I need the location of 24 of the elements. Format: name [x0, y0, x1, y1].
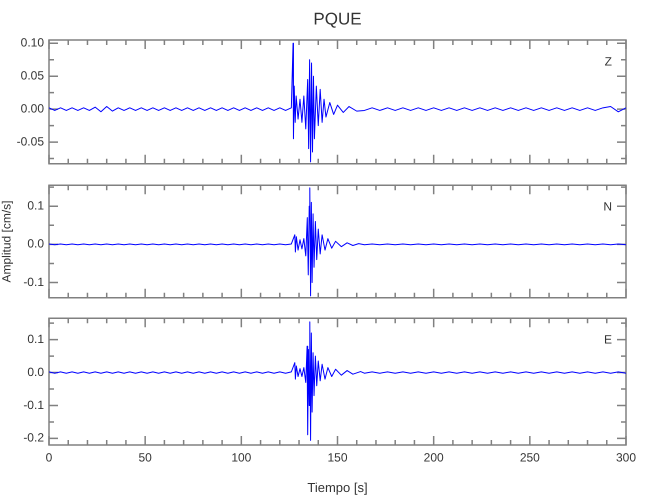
y-tick-label: 0.0	[27, 236, 44, 251]
chart-title: PQUE	[313, 10, 362, 29]
x-tick-label: 200	[424, 450, 444, 465]
y-tick-label: -0.1	[23, 274, 44, 289]
y-tick-label: 0.1	[27, 198, 44, 213]
y-tick-label: 0.00	[20, 101, 44, 116]
annotation: Z	[604, 54, 612, 68]
x-tick-label: 150	[327, 450, 348, 465]
annotation: N	[603, 200, 612, 214]
y-tick-label: 0.05	[20, 68, 44, 83]
y-axis-title: Amplitud [cm/s]	[0, 200, 14, 283]
y-tick-label: -0.05	[16, 134, 44, 148]
x-tick-label: 50	[138, 450, 152, 465]
y-tick-label: 0.10	[20, 36, 44, 50]
x-tick-label: 250	[520, 450, 540, 465]
y-tick-label: -0.2	[23, 430, 44, 445]
x-tick-label: 100	[231, 450, 252, 465]
x-tick-label: 0	[46, 450, 53, 465]
x-tick-label: 300	[616, 450, 636, 465]
x-axis-title: Tiempo [s]	[307, 480, 368, 495]
y-tick-label: 0.1	[27, 332, 44, 346]
y-tick-label: 0.0	[27, 364, 44, 379]
y-tick-label: -0.1	[23, 398, 44, 412]
annotation: E	[604, 332, 612, 347]
